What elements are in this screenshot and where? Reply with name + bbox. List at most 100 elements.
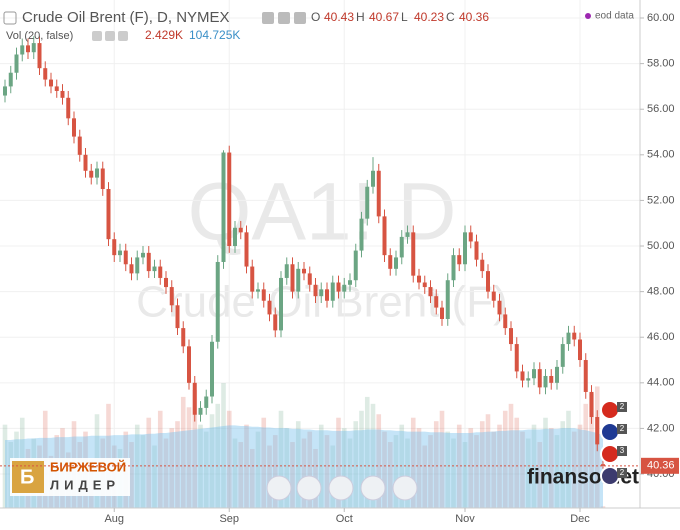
volume-bar bbox=[451, 438, 456, 508]
last-price-box bbox=[641, 457, 679, 474]
candle-body bbox=[336, 282, 341, 292]
volume-bar bbox=[341, 428, 347, 508]
candle-body bbox=[359, 218, 364, 251]
volume-bar bbox=[514, 417, 520, 508]
candle-body bbox=[572, 332, 577, 340]
candle-body bbox=[273, 314, 278, 331]
volume-bar bbox=[267, 445, 272, 508]
volume-bar bbox=[129, 442, 134, 508]
candle-body bbox=[474, 241, 479, 260]
candle-body bbox=[399, 236, 404, 258]
volume-bar bbox=[175, 421, 180, 508]
candle-body bbox=[296, 268, 301, 292]
y-tick-label: 46.00 bbox=[647, 331, 675, 343]
scroll-left[interactable] bbox=[266, 475, 292, 501]
logo-top: БИРЖЕВОЙ bbox=[50, 459, 126, 474]
candle-body bbox=[146, 252, 151, 272]
icon bbox=[105, 31, 115, 41]
candle-body bbox=[198, 407, 203, 415]
volume-bar bbox=[468, 428, 474, 508]
event-badge-label: 3 bbox=[620, 446, 625, 455]
candle-body bbox=[451, 255, 456, 281]
x-tick-label: Dec bbox=[570, 513, 590, 525]
volume-bar bbox=[583, 403, 589, 508]
reset[interactable] bbox=[328, 475, 354, 501]
candle-body bbox=[192, 382, 197, 415]
candle-body bbox=[325, 289, 329, 301]
candle-body bbox=[319, 289, 324, 297]
volume-bar bbox=[439, 410, 445, 508]
candle-body bbox=[405, 232, 410, 237]
volume-bar bbox=[520, 431, 525, 508]
candle-body bbox=[313, 284, 318, 297]
volume-bar bbox=[244, 424, 249, 508]
volume-bar bbox=[140, 435, 146, 508]
status-dot bbox=[585, 13, 591, 19]
y-tick-label: 54.00 bbox=[647, 149, 675, 161]
candle-body bbox=[100, 168, 105, 190]
candle-body bbox=[445, 280, 450, 319]
header: Crude Oil Brent (F), D, NYMEX O 40.43 H 40.… bbox=[3, 9, 634, 42]
volume-bar bbox=[600, 506, 606, 508]
volume-bar bbox=[2, 424, 8, 508]
candle-body bbox=[227, 152, 232, 247]
volume-bar bbox=[301, 438, 307, 508]
volume-bar bbox=[336, 417, 341, 508]
candle-body bbox=[480, 259, 485, 272]
volume-bar bbox=[163, 438, 169, 508]
volume-bar bbox=[405, 438, 410, 508]
candle-body bbox=[468, 232, 473, 242]
volume-bar bbox=[209, 414, 215, 508]
y-tick-label: 48.00 bbox=[647, 286, 675, 298]
candle-body bbox=[261, 289, 266, 301]
volume-bar bbox=[330, 445, 336, 508]
watermark: QA1! D Crude Oil Brent (F) bbox=[136, 167, 508, 327]
volume-bar bbox=[152, 445, 157, 508]
candle-body bbox=[123, 250, 128, 265]
volume-bar bbox=[566, 410, 571, 508]
candle-body bbox=[417, 275, 421, 283]
volume-bar bbox=[169, 428, 175, 508]
volume-bar bbox=[347, 438, 353, 508]
logo-bottom: ЛИДЕР bbox=[50, 477, 120, 492]
ohlc-value: 40.67 bbox=[369, 10, 399, 24]
candle-body bbox=[388, 255, 393, 269]
volume-bar bbox=[387, 442, 393, 508]
icon bbox=[92, 31, 102, 41]
volume-bar bbox=[577, 424, 583, 508]
volume-bar bbox=[497, 424, 502, 508]
event-badge bbox=[617, 446, 627, 456]
candle-body bbox=[411, 232, 416, 276]
volume-bar bbox=[393, 435, 399, 508]
scroll-right[interactable] bbox=[392, 475, 418, 501]
ohlc-legend: O 40.43 H 40.67 L 40.23 C 40.36 bbox=[311, 10, 489, 24]
event-badge bbox=[617, 468, 627, 478]
event-badge bbox=[617, 402, 627, 412]
volume-bar bbox=[249, 448, 255, 508]
candle-body bbox=[135, 257, 140, 274]
volume-value: 2.429K bbox=[145, 28, 183, 42]
volume-bar bbox=[261, 417, 267, 508]
candle-body bbox=[463, 232, 467, 265]
volume-bar bbox=[531, 424, 537, 508]
candle-body bbox=[158, 266, 163, 278]
volume-bar bbox=[353, 421, 359, 508]
volume-bar bbox=[106, 403, 111, 508]
candle-body bbox=[256, 289, 260, 292]
event-badge-label: 2 bbox=[620, 402, 625, 411]
volume-bar bbox=[554, 435, 560, 508]
volume-bar bbox=[359, 410, 364, 508]
candle-body bbox=[77, 136, 82, 155]
candle-body bbox=[112, 239, 117, 256]
volume-bar bbox=[215, 403, 221, 508]
icon bbox=[118, 31, 128, 41]
candle-body bbox=[204, 396, 209, 408]
zoom-out[interactable] bbox=[296, 475, 322, 501]
volume-bar bbox=[525, 438, 531, 508]
zoom-in[interactable] bbox=[360, 475, 386, 501]
volume-bar bbox=[422, 445, 428, 508]
event-flag bbox=[600, 422, 620, 442]
candle-body bbox=[210, 341, 214, 397]
y-tick-label: 44.00 bbox=[647, 377, 675, 389]
volume-bar bbox=[324, 435, 330, 508]
